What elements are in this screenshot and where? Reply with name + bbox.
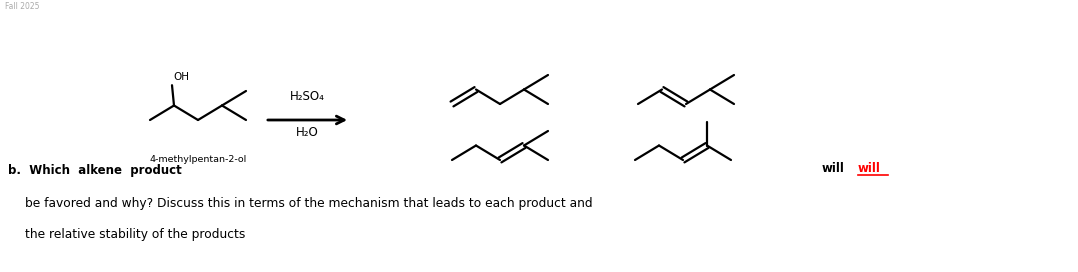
Text: H₂SO₄: H₂SO₄ — [290, 90, 324, 103]
Text: b.  Which  alkene  product: b. Which alkene product — [8, 164, 182, 177]
Text: be favored and why? Discuss this in terms of the mechanism that leads to each pr: be favored and why? Discuss this in term… — [25, 197, 593, 210]
Text: will: will — [823, 162, 845, 175]
Text: 4-methylpentan-2-ol: 4-methylpentan-2-ol — [150, 155, 247, 164]
Text: will: will — [858, 162, 881, 175]
Text: H₂O: H₂O — [296, 126, 319, 139]
Text: the relative stability of the products: the relative stability of the products — [25, 228, 246, 241]
Text: Fall 2025: Fall 2025 — [5, 2, 40, 11]
Text: OH: OH — [172, 72, 189, 82]
